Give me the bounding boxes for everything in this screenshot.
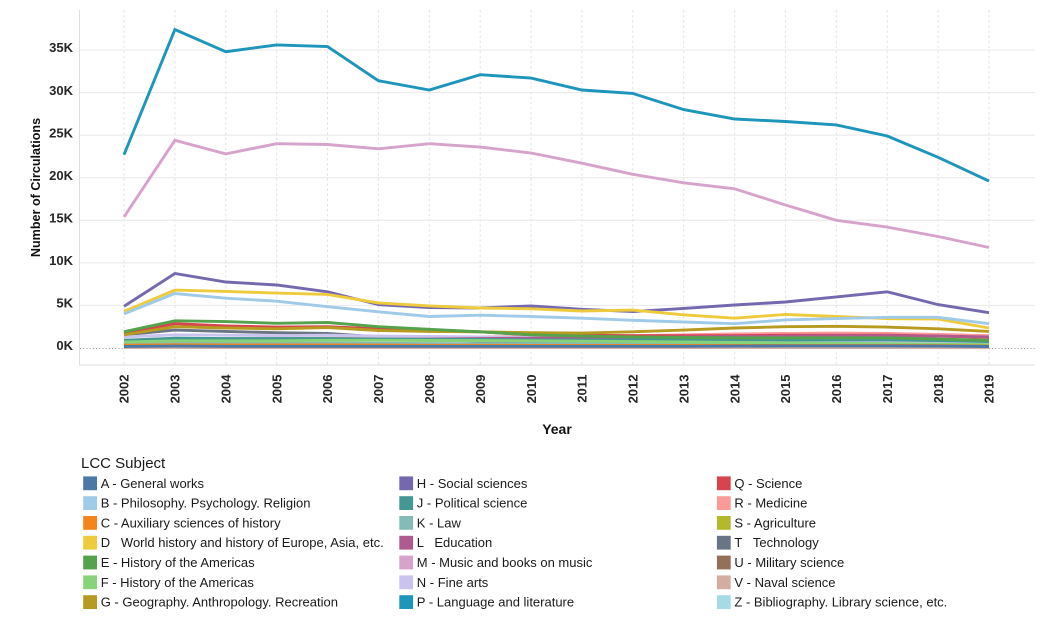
svg-text:35K: 35K — [49, 40, 73, 55]
svg-text:S - Agriculture: S - Agriculture — [734, 515, 816, 530]
svg-text:B - Philosophy. Psychology. Re: B - Philosophy. Psychology. Religion — [101, 496, 311, 511]
svg-text:25K: 25K — [49, 125, 73, 140]
svg-text:D World history and history: D World history and history of Europe, A… — [101, 535, 384, 550]
svg-text:2005: 2005 — [269, 375, 284, 404]
svg-text:2010: 2010 — [524, 375, 539, 404]
svg-text:20K: 20K — [49, 168, 73, 183]
svg-text:H - Social sciences: H - Social sciences — [417, 476, 528, 491]
svg-text:K - Law: K - Law — [417, 515, 462, 530]
svg-text:2002: 2002 — [117, 375, 132, 404]
svg-text:T Technology: T Technology — [734, 535, 819, 550]
svg-text:2008: 2008 — [422, 375, 437, 404]
svg-text:10K: 10K — [49, 253, 73, 268]
svg-text:P - Language and literature: P - Language and literature — [417, 595, 574, 610]
svg-text:2012: 2012 — [626, 375, 641, 404]
svg-text:E - History of the Americas: E - History of the Americas — [101, 555, 255, 570]
svg-text:C - Auxiliary sciences of hist: C - Auxiliary sciences of history — [101, 515, 281, 530]
svg-text:M - Music and books on music: M - Music and books on music — [417, 555, 593, 570]
svg-text:N - Fine arts: N - Fine arts — [417, 575, 489, 590]
svg-text:Number of Circulations: Number of Circulations — [29, 118, 43, 257]
svg-text:R - Medicine: R - Medicine — [734, 496, 807, 511]
svg-text:2015: 2015 — [778, 375, 793, 404]
svg-text:2017: 2017 — [880, 375, 895, 404]
svg-text:F - History of the Americas: F - History of the Americas — [101, 575, 255, 590]
svg-text:2009: 2009 — [473, 375, 488, 404]
svg-text:2003: 2003 — [168, 375, 183, 404]
svg-text:V - Naval science: V - Naval science — [734, 575, 835, 590]
svg-text:Z - Bibliography. Library scie: Z - Bibliography. Library science, etc. — [734, 595, 947, 610]
svg-text:2019: 2019 — [982, 375, 997, 404]
svg-text:2018: 2018 — [931, 375, 946, 404]
svg-text:0K: 0K — [56, 338, 73, 353]
svg-text:Q - Science: Q - Science — [734, 476, 802, 491]
svg-text:L Education: L Education — [417, 535, 492, 550]
svg-text:5K: 5K — [56, 296, 73, 311]
svg-text:A - General works: A - General works — [101, 476, 205, 491]
svg-text:30K: 30K — [49, 83, 73, 98]
svg-text:LCC Subject: LCC Subject — [81, 455, 166, 472]
svg-text:2016: 2016 — [829, 375, 844, 404]
svg-text:Year: Year — [542, 421, 572, 437]
svg-text:2007: 2007 — [371, 375, 386, 404]
svg-text:2004: 2004 — [219, 374, 234, 404]
svg-text:2006: 2006 — [320, 375, 335, 404]
svg-text:2011: 2011 — [575, 375, 590, 403]
svg-text:15K: 15K — [49, 211, 73, 226]
svg-text:2014: 2014 — [727, 374, 742, 404]
svg-text:U - Military science: U - Military science — [734, 555, 844, 570]
svg-text:J - Political science: J - Political science — [417, 496, 528, 511]
svg-text:2013: 2013 — [676, 375, 691, 404]
svg-text:G - Geography. Anthropology. R: G - Geography. Anthropology. Recreation — [101, 595, 338, 610]
